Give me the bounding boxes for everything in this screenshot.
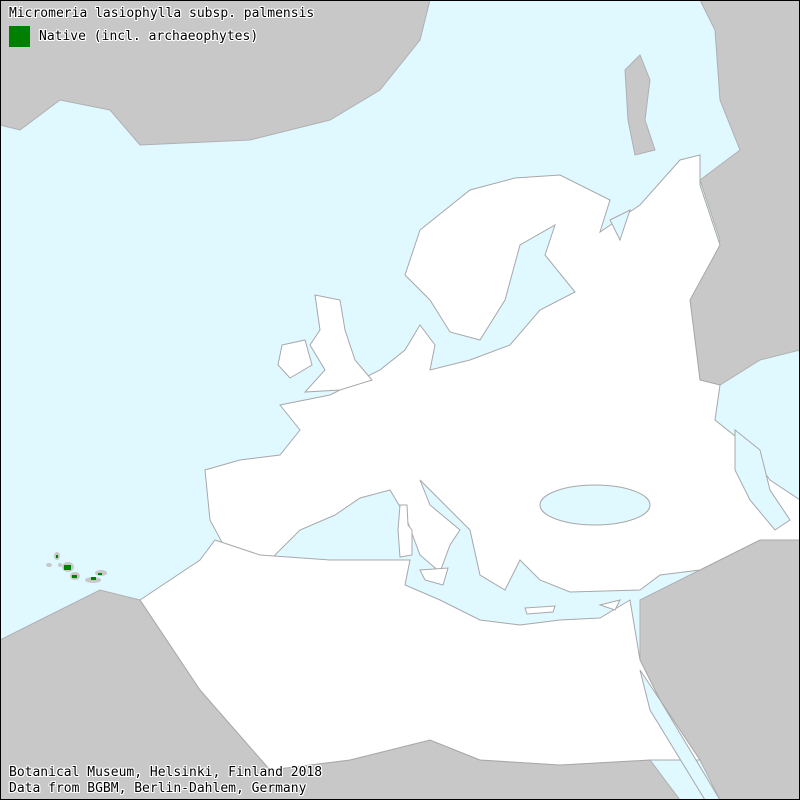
legend-label-native: Native (incl. archaeophytes) [39,29,259,44]
legend-swatch-native [9,26,30,47]
occurrence-la-palma [56,555,58,558]
footer-data-source: Data from BGBM, Berlin-Dahlem, Germany [9,781,307,796]
sicily [419,567,449,586]
corsica-sardinia [397,504,413,558]
white-sea [609,209,631,242]
novaya-zemlya [624,54,656,156]
island [58,563,62,567]
island [46,563,52,567]
native-occurrences [56,555,102,580]
occurrence-gran-canaria [72,575,77,578]
occurrence-tenerife [64,565,71,570]
occurrence-fuerteventura [91,577,96,580]
legend-item-native: Native (incl. archaeophytes) [9,26,258,47]
crete [524,605,556,615]
footer-credit: Botanical Museum, Helsinki, Finland 2018 [9,765,323,780]
europe [204,154,800,593]
great-britain [303,294,373,393]
greenland [0,0,431,146]
red-sea [639,669,721,800]
cyprus [598,599,621,611]
mapped-land [139,154,800,771]
caspian-sea [734,428,791,531]
ireland [277,339,313,379]
black-sea [539,484,651,526]
inland-seas [539,209,791,800]
occurrence-lanzarote [98,573,102,575]
map-title: Micromeria lasiophylla subsp. palmensis [9,6,315,21]
